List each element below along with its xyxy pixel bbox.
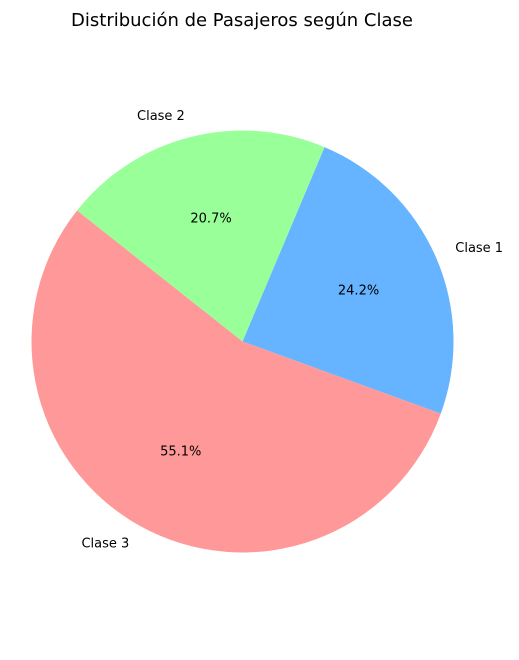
slice-percent-label: 20.7% [190,211,231,226]
pie-slice-clase-2 [77,130,325,342]
slice-category-label: Clase 1 [455,241,503,256]
slice-category-label: Clase 3 [81,537,129,552]
slice-percent-label: 24.2% [338,283,379,298]
slice-category-label: Clase 2 [137,109,185,124]
pie-slice-clase-1 [242,147,454,414]
pie-slice-clase-3 [31,210,441,553]
pie-labels: Clase 1 24.2% Clase 2 20.7% Clase 3 55.1% [81,109,503,551]
slice-percent-label: 55.1% [160,445,201,460]
chart-title: Distribución de Pasajeros según Clase [71,10,413,31]
pie-slices [31,130,454,553]
